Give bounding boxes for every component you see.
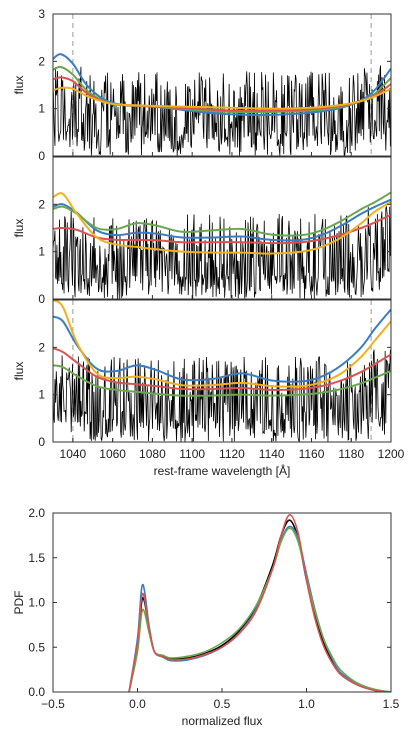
plot-area [53, 191, 391, 299]
series-line-3 [53, 86, 391, 110]
plot-area [128, 513, 391, 692]
x-tick-label: 1160 [299, 447, 325, 461]
series-line-3 [53, 364, 391, 397]
x-tick-label: 1.5 [383, 697, 400, 711]
plot-frame [52, 13, 392, 157]
y-tick-label: 0 [38, 292, 45, 306]
series-line-3 [128, 513, 391, 692]
x-tick-label: 0.5 [214, 697, 231, 711]
panel-middle: 0 1 2 flux [12, 156, 392, 306]
panel-pdf: 0.00.51.01.52.0−0.5 0.0 0.5 1.0 1.5PDFnormal… [12, 506, 400, 728]
series-line-1 [53, 300, 391, 388]
flux-spectrum [53, 205, 391, 299]
x-tick-label: 1100 [179, 447, 205, 461]
x-tick-label: 1140 [259, 447, 285, 461]
plot-area [53, 14, 391, 156]
series-line-2 [53, 347, 391, 391]
flux-spectrum [53, 65, 391, 156]
x-tick-label: 0.0 [129, 697, 146, 711]
y-tick-label: 0 [38, 149, 45, 163]
panel-bottom: 0 1 2 1040 1060 1080 1100 1120 1140 1160 1180 1200 f… [12, 299, 405, 478]
x-tick-label: 1.0 [298, 697, 315, 711]
series-line-0 [128, 519, 391, 692]
plot-area [53, 300, 391, 442]
panel-top: 0 1 2 3 flux [12, 7, 392, 163]
plot-frame [52, 512, 392, 693]
x-tick-label: 1120 [219, 447, 245, 461]
y-axis-label: flux [12, 76, 26, 95]
y-tick-label: 2 [38, 340, 45, 354]
series-line-0 [53, 198, 391, 242]
y-axis-label: PDF [12, 591, 26, 615]
x-tick-label: 1060 [99, 447, 126, 461]
y-tick-label: 2 [38, 54, 45, 68]
series-line-2 [128, 527, 391, 692]
y-tick-label: 0.0 [28, 685, 45, 699]
y-tick-label: 2 [38, 197, 45, 211]
plot-frame [52, 299, 392, 443]
x-axis-label: rest-frame wavelength [Å] [154, 463, 291, 478]
y-tick-label: 1.5 [28, 551, 45, 565]
x-tick-label: 1200 [378, 447, 405, 461]
y-tick-label: 0.5 [28, 640, 45, 654]
y-tick-label: 2.0 [28, 506, 45, 520]
y-tick-label: 1 [38, 245, 45, 259]
y-tick-label: 1.0 [28, 596, 45, 610]
series-line-1 [53, 191, 391, 237]
x-axis-label: normalized flux [182, 714, 263, 728]
series-line-0 [53, 308, 391, 383]
y-tick-label: 3 [38, 7, 45, 21]
plot-frame [52, 156, 392, 300]
series-line-3 [53, 192, 391, 255]
x-tick-label: 1180 [338, 447, 364, 461]
y-tick-label: 0 [38, 435, 45, 449]
series-line-1 [128, 525, 391, 692]
x-tick-label: −0.5 [41, 697, 65, 711]
x-tick-label: 1080 [139, 447, 166, 461]
x-tick-label: 1040 [60, 447, 87, 461]
y-axis-label: flux [12, 219, 26, 238]
y-axis-label: flux [12, 362, 26, 381]
y-tick-label: 1 [38, 388, 45, 402]
y-tick-label: 1 [38, 102, 45, 116]
